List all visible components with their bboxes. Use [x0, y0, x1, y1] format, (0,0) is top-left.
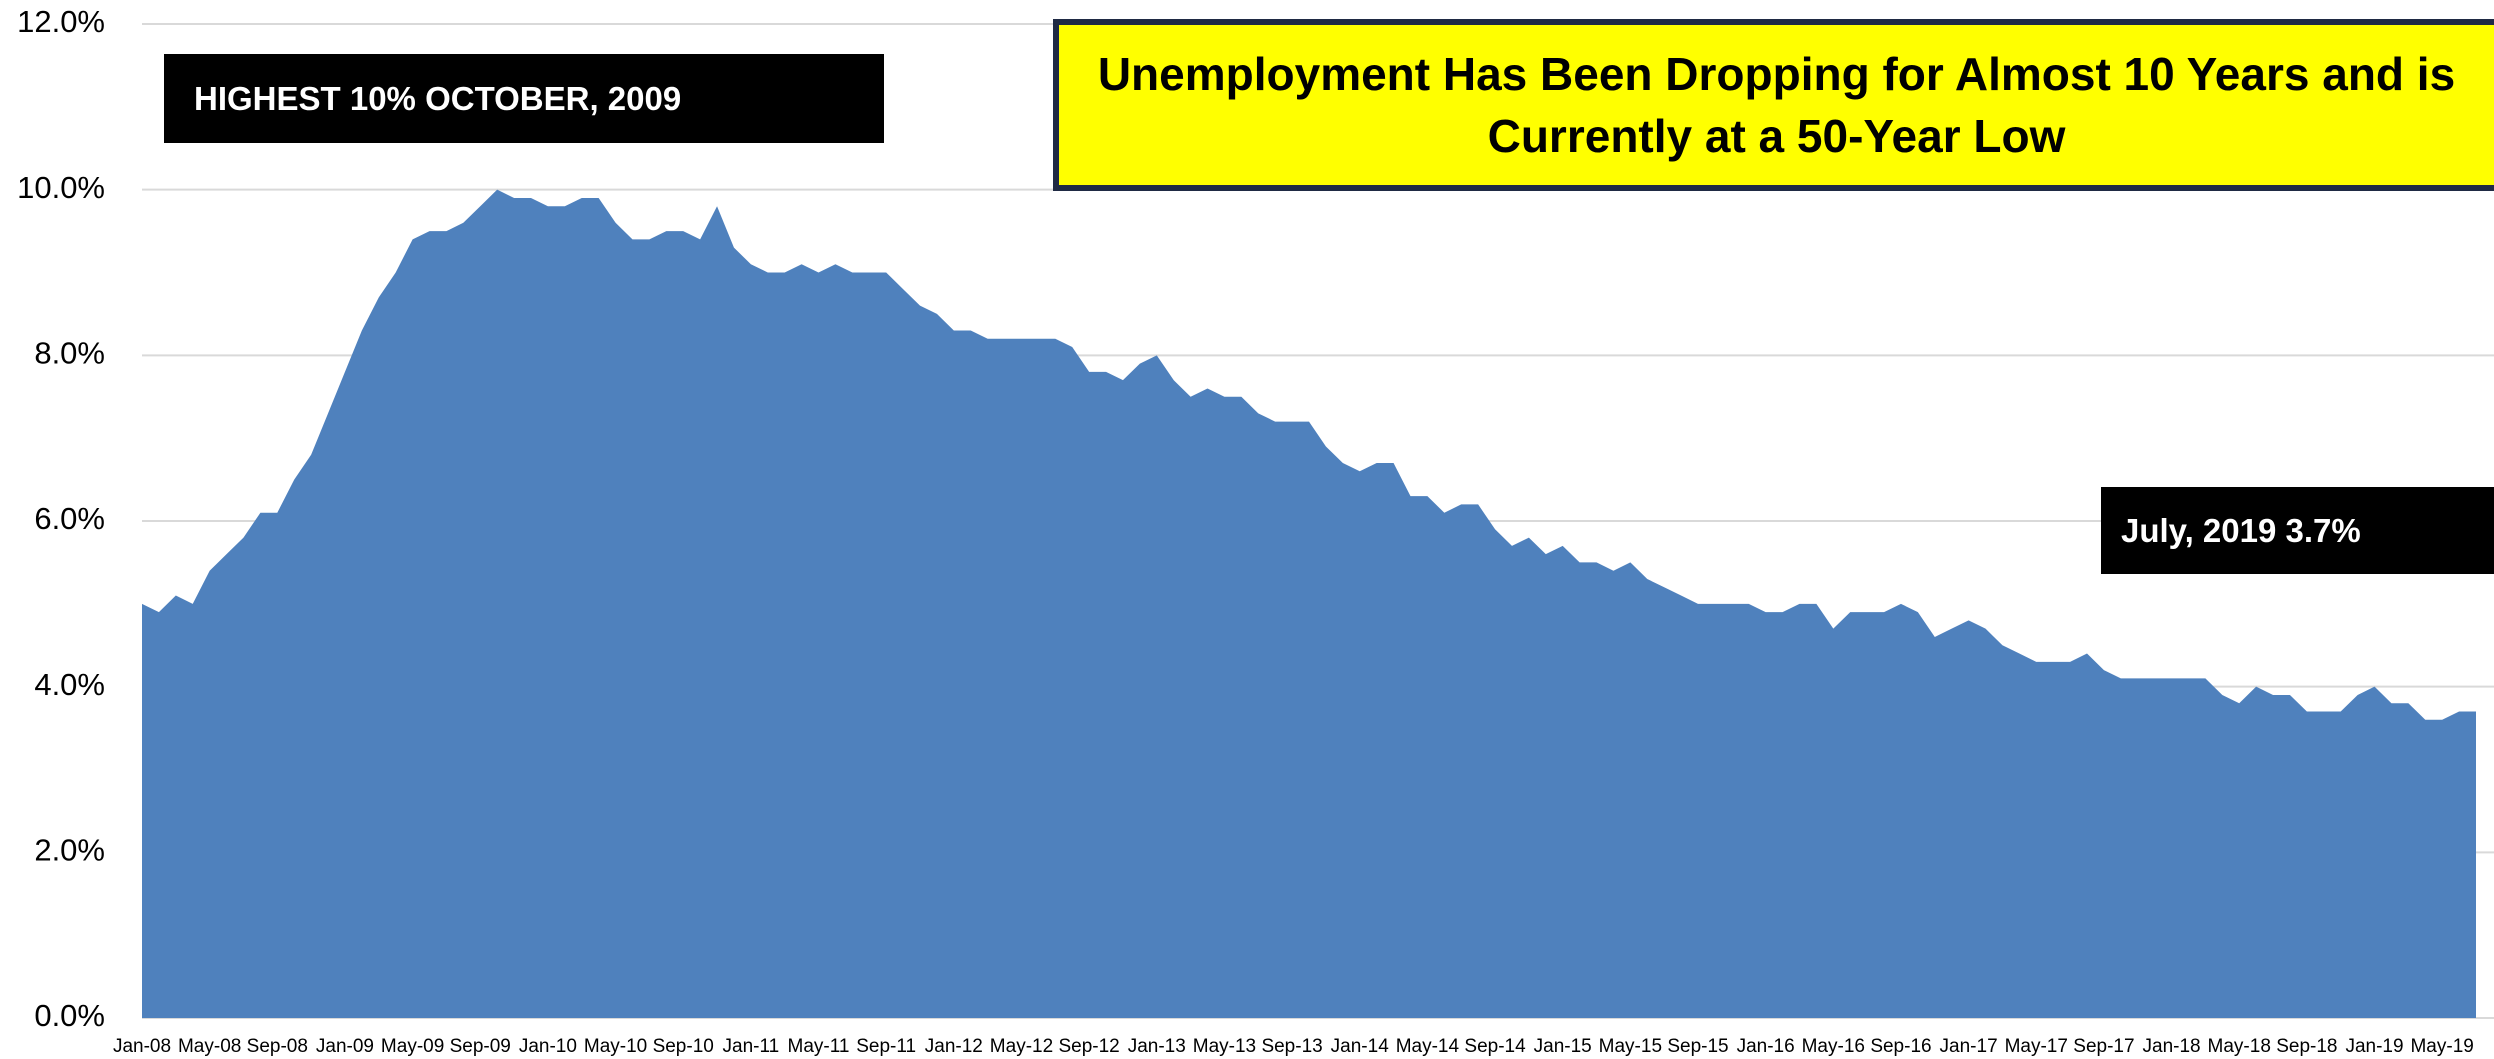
x-tick-label: Jan-08	[113, 1036, 171, 1057]
x-tick-label: May-14	[1396, 1036, 1460, 1057]
x-tick-label: Sep-12	[1058, 1036, 1119, 1057]
y-tick-label: 12.0%	[17, 4, 105, 39]
x-tick-label: May-16	[1802, 1036, 1865, 1057]
y-tick-label: 0.0%	[34, 998, 105, 1033]
y-tick-label: 10.0%	[17, 170, 105, 205]
x-tick-label: Jan-11	[723, 1036, 780, 1057]
x-tick-label: May-13	[1193, 1036, 1256, 1057]
x-tick-label: Sep-13	[1261, 1036, 1322, 1057]
x-tick-label: Jan-16	[1737, 1036, 1795, 1057]
x-tick-label: May-19	[2410, 1036, 2473, 1057]
x-tick-label: Jan-17	[1940, 1036, 1998, 1057]
annotation: July, 2019 3.7%	[2101, 487, 2494, 574]
x-tick-label: May-08	[178, 1036, 241, 1057]
x-tick-label: Jan-10	[519, 1036, 577, 1057]
y-tick-label: 8.0%	[34, 336, 105, 371]
x-tick-label: Sep-09	[450, 1036, 511, 1057]
x-tick-label: Sep-08	[247, 1036, 308, 1057]
x-tick-label: Sep-10	[653, 1036, 714, 1057]
x-tick-label: May-09	[381, 1036, 444, 1057]
x-tick-label: May-18	[2208, 1036, 2271, 1057]
x-tick-label: May-12	[990, 1036, 1053, 1057]
x-tick-label: Sep-15	[1667, 1036, 1728, 1057]
x-tick-label: Jan-18	[2143, 1036, 2201, 1057]
x-tick-label: May-11	[788, 1036, 850, 1057]
x-tick-label: Sep-17	[2073, 1036, 2134, 1057]
annotation: HIGHEST 10% OCTOBER, 2009	[164, 54, 884, 143]
x-tick-label: Sep-18	[2276, 1036, 2337, 1057]
x-tick-label: Jan-13	[1128, 1036, 1186, 1057]
x-tick-label: Jan-19	[2345, 1036, 2403, 1057]
x-tick-label: May-10	[584, 1036, 647, 1057]
y-tick-label: 6.0%	[34, 501, 105, 536]
x-tick-label: Sep-14	[1464, 1036, 1526, 1057]
x-tick-label: Sep-11	[856, 1036, 916, 1057]
x-tick-label: Sep-16	[1870, 1036, 1931, 1057]
y-tick-label: 2.0%	[34, 833, 105, 868]
x-tick-label: Jan-09	[316, 1036, 374, 1057]
x-tick-label: Jan-12	[925, 1036, 983, 1057]
area	[142, 189, 2476, 1018]
x-tick-label: May-17	[2005, 1036, 2068, 1057]
x-tick-label: May-15	[1599, 1036, 1662, 1057]
chart-title: Unemployment Has Been Dropping for Almos…	[1053, 19, 2494, 191]
x-tick-label: Jan-14	[1331, 1036, 1390, 1057]
y-tick-label: 4.0%	[34, 667, 105, 702]
x-tick-label: Jan-15	[1534, 1036, 1592, 1057]
